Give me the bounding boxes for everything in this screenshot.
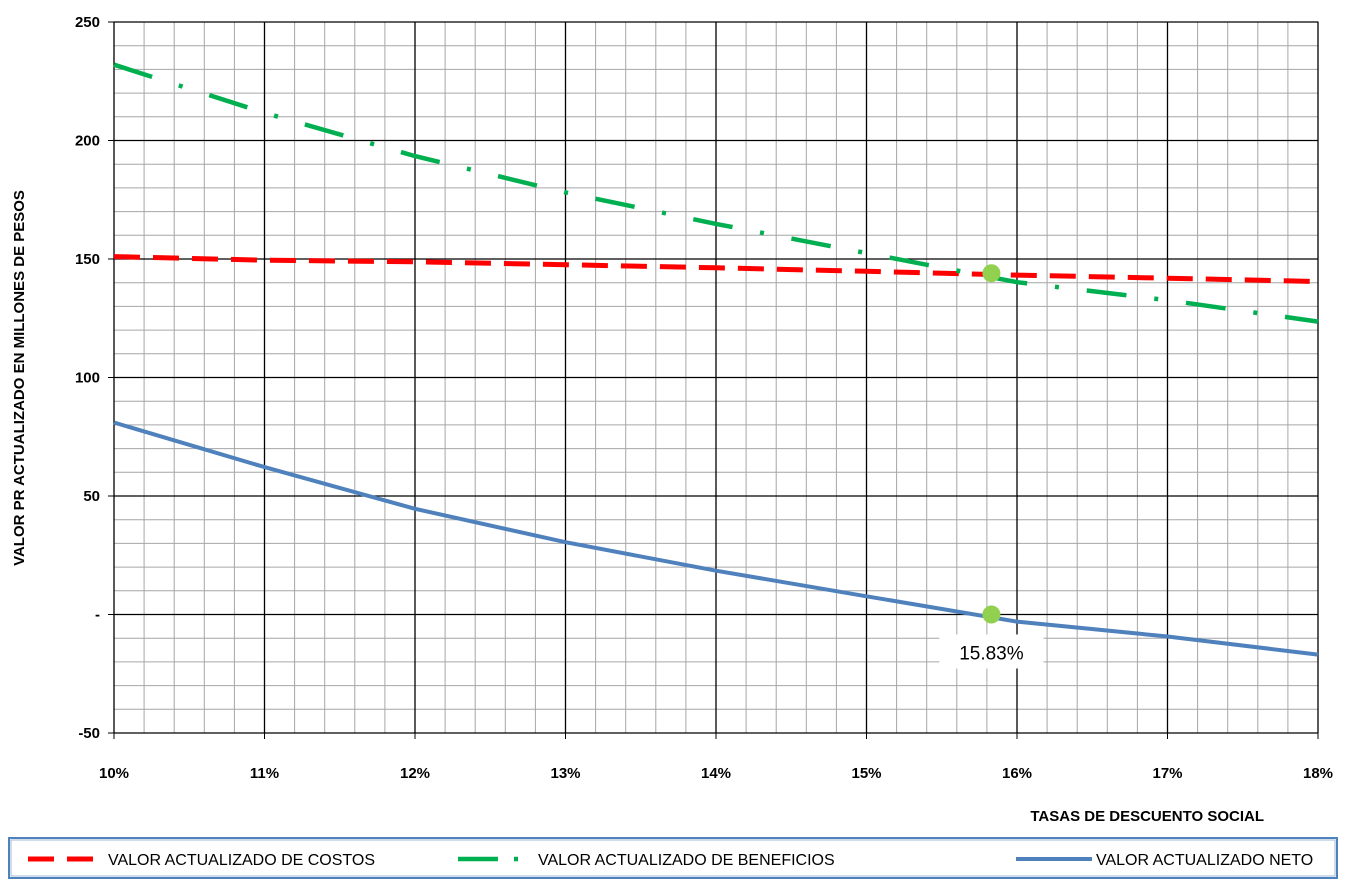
series-line: [113, 62, 1319, 324]
y-tick-label: 50: [83, 488, 100, 505]
annotation-layer: 15.83%: [939, 634, 1044, 669]
x-tick-label: 10%: [99, 765, 129, 782]
series-line: [113, 420, 1319, 657]
x-tick-label: 17%: [1152, 765, 1182, 782]
marker-layer: [982, 264, 1001, 624]
legend-label: VALOR ACTUALIZADO DE BENEFICIOS: [538, 852, 835, 869]
y-tick-label: 200: [75, 133, 100, 150]
series-line: [113, 254, 1319, 284]
annotation-box: [939, 634, 1044, 669]
legend-box: [8, 837, 1338, 879]
y-tick-label: -: [95, 607, 100, 624]
legend: VALOR ACTUALIZADO DE COSTOS VALOR ACTUALI…: [8, 837, 1338, 879]
x-tick-label: 12%: [400, 765, 430, 782]
y-tick-label: 100: [75, 370, 100, 387]
y-tick-label: 250: [75, 14, 100, 31]
x-tick-label: 14%: [701, 765, 731, 782]
legend-label: VALOR ACTUALIZADO NETO: [1096, 852, 1313, 869]
legend-label: VALOR ACTUALIZADO DE COSTOS: [108, 852, 375, 869]
legend-items: VALOR ACTUALIZADO DE COSTOS VALOR ACTUALI…: [28, 852, 1313, 869]
x-axis-ticks: 10% 11% 12% 13% 14% 15% 16% 17% 18%: [99, 733, 1333, 782]
x-tick-label: 11%: [250, 765, 279, 782]
x-tick-label: 15%: [851, 765, 881, 782]
data-point-marker: [982, 605, 1001, 624]
x-tick-label: 16%: [1002, 765, 1032, 782]
y-tick-label: -50: [78, 725, 100, 742]
y-tick-label: 150: [75, 251, 100, 268]
y-axis-ticks: 250 200 150 100 50 - -50: [75, 14, 114, 742]
x-tick-label: 13%: [550, 765, 580, 782]
y-axis-label: VALOR PR ACTUALIZADO EN MILLONES DE PESO…: [11, 190, 28, 566]
x-tick-label: 18%: [1303, 765, 1333, 782]
data-point-marker: [982, 264, 1001, 283]
x-axis-label: TASAS DE DESCUENTO SOCIAL: [1030, 808, 1264, 825]
annotation-label: 15.83%: [959, 644, 1024, 665]
series-layer: [113, 62, 1319, 657]
